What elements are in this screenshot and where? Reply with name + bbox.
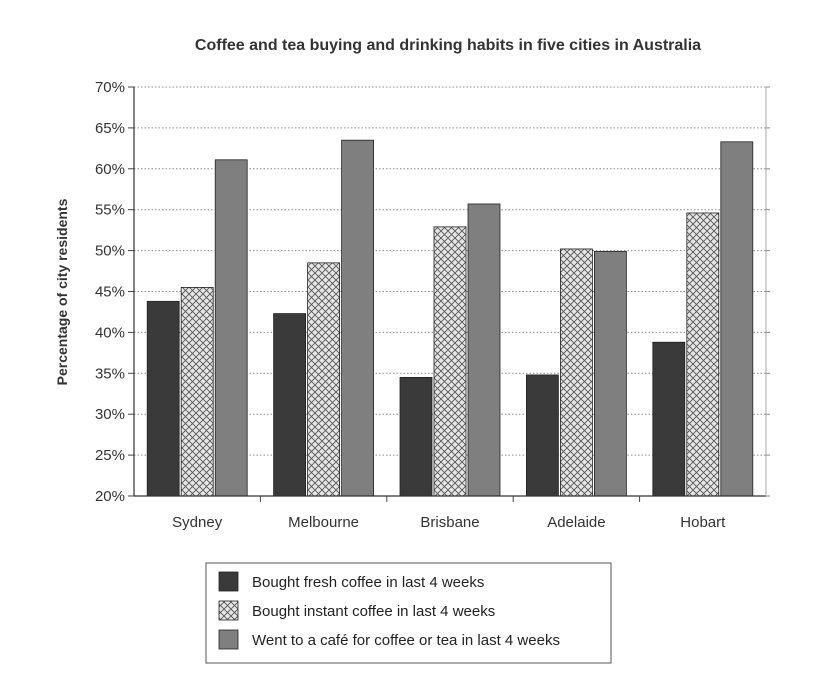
bars: [146, 139, 754, 497]
legend-swatch: [218, 600, 239, 621]
bar: [560, 248, 593, 497]
y-axis-label: Percentage of city residents: [54, 198, 70, 385]
legend-box: [205, 562, 612, 664]
y-tick-label: 35%: [95, 365, 125, 382]
chart-title: Coffee and tea buying and drinking habit…: [195, 37, 701, 54]
y-tick-label: 25%: [95, 447, 125, 464]
bar: [720, 141, 754, 497]
x-tick-label: Melbourne: [288, 514, 359, 531]
legend-label: Bought fresh coffee in last 4 weeks: [252, 574, 484, 591]
y-tick-label: 55%: [95, 202, 125, 219]
bar: [341, 139, 375, 497]
x-tick-label: Brisbane: [420, 514, 479, 531]
bar: [526, 374, 559, 497]
legend-label: Went to a café for coffee or tea in last…: [252, 632, 560, 649]
bar: [180, 287, 214, 497]
legend-swatch: [218, 629, 239, 650]
bar: [433, 226, 467, 497]
axes: [128, 86, 770, 502]
y-tick-label: 50%: [95, 243, 125, 260]
y-tick-label: 45%: [95, 284, 125, 301]
y-tick-label: 60%: [95, 161, 125, 178]
bar: [399, 376, 433, 497]
bar: [214, 159, 248, 497]
bar: [467, 203, 501, 497]
bar: [652, 341, 686, 497]
bar: [686, 212, 720, 497]
x-tick-label: Adelaide: [547, 514, 605, 531]
y-tick-label: 30%: [95, 406, 125, 423]
x-tick-label: Hobart: [680, 514, 726, 531]
bar: [146, 300, 180, 497]
bar: [307, 262, 341, 497]
x-tick-label: Sydney: [172, 514, 223, 531]
y-tick-label: 20%: [95, 488, 125, 505]
legend-swatch: [218, 571, 239, 592]
y-tick-label: 40%: [95, 324, 125, 341]
y-tick-label: 70%: [95, 79, 125, 96]
legend-label: Bought instant coffee in last 4 weeks: [252, 603, 495, 620]
legend: Bought fresh coffee in last 4 weeks Bough…: [205, 562, 612, 664]
x-tick-labels: Sydney Melbourne Brisbane Adelaide Hobart: [172, 514, 726, 531]
bar: [273, 313, 307, 497]
bar: [594, 251, 627, 497]
y-tick-label: 65%: [95, 120, 125, 137]
y-tick-labels: 20% 25% 30% 35% 40% 45% 50% 55% 60% 65% 70%: [95, 79, 125, 505]
